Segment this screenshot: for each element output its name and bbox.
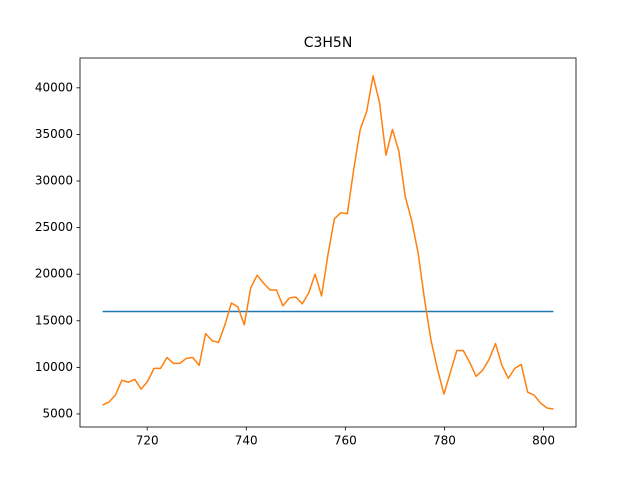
x-tick-label: 780 (433, 434, 456, 448)
plot-frame (79, 57, 577, 428)
y-tick-label: 10000 (35, 360, 73, 374)
y-tick-label: 5000 (42, 406, 73, 420)
chart-title: C3H5N (304, 35, 353, 51)
y-tick-label: 25000 (35, 220, 73, 234)
y-tick-label: 35000 (35, 127, 73, 141)
x-tick-label: 720 (136, 434, 159, 448)
y-tick-label: 20000 (35, 267, 73, 281)
line-series (102, 75, 554, 410)
y-tick-label: 15000 (35, 313, 73, 327)
x-tick-label: 760 (334, 434, 357, 448)
y-tick-label: 30000 (35, 174, 73, 188)
x-tick-label: 800 (532, 434, 555, 448)
y-tick-label: 40000 (35, 80, 73, 94)
x-tick-label: 740 (235, 434, 258, 448)
